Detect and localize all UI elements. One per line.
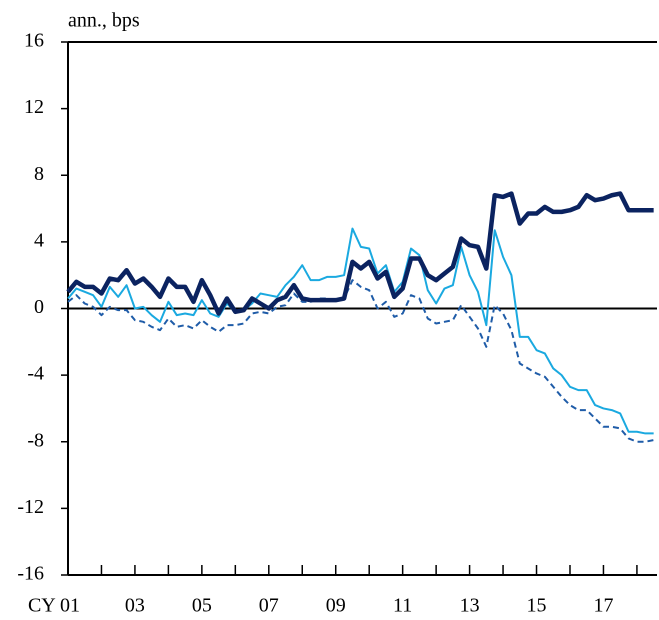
y-tick-label: -4 [27,363,44,385]
x-tick-label: 11 [393,595,412,617]
x-tick-label: 05 [192,595,212,617]
y-tick-label: -12 [17,496,44,518]
x-tick-label: 03 [125,595,145,617]
x-tick-label: 17 [593,595,613,617]
y-tick-label: -8 [27,429,44,451]
y-tick-label: 12 [24,96,44,118]
x-tick-label: 07 [259,595,279,617]
x-tick-label: 13 [460,595,480,617]
series-line [67,227,654,435]
y-tick-label: 16 [24,30,44,52]
y-tick-label: -16 [17,563,44,585]
x-tick-label: 15 [527,595,547,617]
y-tick-label: 0 [34,296,44,318]
y-tick-label: 8 [34,163,44,185]
y-tick-label: 4 [34,229,44,251]
y-axis-label: ann., bps [68,10,140,32]
series-line [66,191,654,316]
series-line [67,279,654,443]
x-tick-label: CY 01 [28,595,80,617]
x-tick-label: 09 [326,595,346,617]
